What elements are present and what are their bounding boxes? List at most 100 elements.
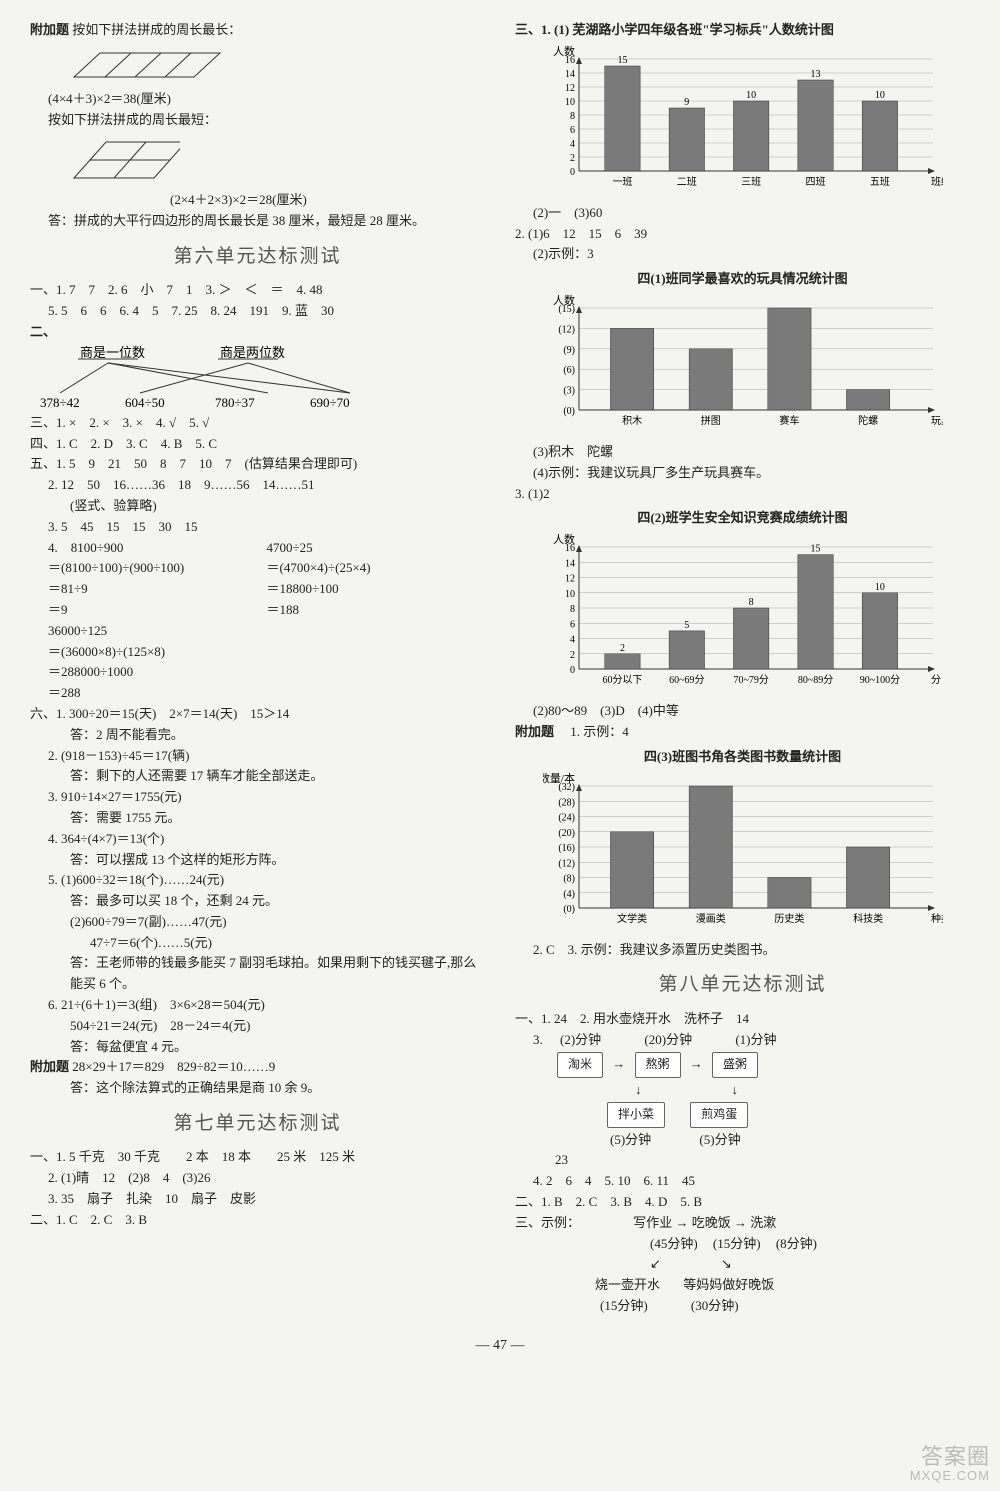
- svg-text:6: 6: [570, 125, 575, 136]
- svg-text:(32): (32): [558, 782, 575, 793]
- unit7-title: 第七单元达标测试: [30, 1109, 485, 1139]
- svg-text:5: 5: [684, 620, 689, 631]
- svg-text:三班: 三班: [741, 176, 761, 188]
- flow-row-bot: 拌小菜 煎鸡蛋: [565, 1100, 970, 1129]
- u6-5-4-r2: ＝18800÷100: [267, 579, 486, 600]
- svg-text:14: 14: [565, 69, 575, 80]
- svg-text:6: 6: [570, 619, 575, 630]
- page-number: — 47 —: [30, 1335, 970, 1357]
- u7-1c: 3. 35 扇子 扎染 10 扇子 皮影: [30, 1189, 485, 1210]
- extra-problem-block: 附加题 按如下拼法拼成的周长最长： (4×4＋3)×2＝38(厘米) 按如下拼法…: [30, 20, 485, 232]
- svg-text:4: 4: [570, 139, 575, 150]
- u6-sec2-label: 二、: [30, 324, 56, 339]
- extra-calc-1: (4×4＋3)×2＝38(厘米): [30, 89, 485, 110]
- u7-extra-1: 1. 示例：4: [570, 724, 629, 739]
- svg-text:(0): (0): [563, 406, 575, 417]
- u6-6-6c: 答：每盆便宜 4 元。: [30, 1037, 485, 1058]
- flow-box-0: 淘米: [557, 1052, 603, 1077]
- svg-text:四班: 四班: [806, 176, 826, 188]
- flow-bot-label-1: (5)分钟: [699, 1132, 740, 1147]
- u7-3-label: 三、1. (1) 芜湖路小学四年级各班"学习标兵"人数统计图: [515, 20, 970, 41]
- flow-bot-labels: (5)分钟 (5)分钟: [570, 1130, 970, 1151]
- flow-top-label-1: (20)分钟: [644, 1032, 692, 1047]
- svg-text:10: 10: [875, 582, 885, 593]
- flow2-top-1: 吃晚饭: [692, 1215, 731, 1230]
- svg-text:9: 9: [684, 97, 689, 108]
- flow2-bl-0: (15分钟): [600, 1298, 648, 1313]
- chart3-title: 四(2)班学生安全知识竞赛成绩统计图: [515, 508, 970, 529]
- chart3: 人数0246810121416260分以下560~69分870~79分1580~…: [543, 533, 970, 693]
- flow2-top-labels: (45分钟) (15分钟) (8分钟): [610, 1234, 970, 1255]
- svg-text:(12): (12): [558, 324, 575, 335]
- chart2: 人数(0)(3)(6)(9)(12)(15)积木拼图赛车陀螺玩具: [543, 294, 970, 434]
- u6-sec1-line2: 5. 5 6 6 6. 4 5 7. 25 8. 24 191 9. 蓝 30: [30, 301, 485, 322]
- u7-extra: 附加题 1. 示例：4: [515, 722, 970, 743]
- flow2-top-0: 写作业: [633, 1215, 672, 1230]
- chart1: 人数024681012141615一班9二班10三班13四班10五班班级: [543, 45, 970, 195]
- flow-row-top: 淘米 → 熬粥 → 盛粥: [515, 1050, 970, 1079]
- u6-sec5-3: 3. 5 45 15 15 30 15: [30, 517, 485, 538]
- unit6-title: 第六单元达标测试: [30, 242, 485, 272]
- svg-text:12: 12: [565, 574, 575, 585]
- u8-sec3: 三、示例： 写作业 → 吃晚饭 → 洗漱: [515, 1213, 970, 1234]
- u6-6-5c: (2)600÷79＝7(副)……47(元): [30, 912, 485, 933]
- svg-text:漫画类: 漫画类: [696, 912, 726, 925]
- svg-text:一班: 一班: [612, 176, 632, 188]
- u6-6-3a: 3. 910÷14×27＝1755(元): [30, 787, 485, 808]
- u7-3-q2c: (3)积木 陀螺: [515, 442, 970, 463]
- svg-text:690÷70: 690÷70: [310, 395, 350, 410]
- watermark-line2: MXQE.COM: [910, 1469, 990, 1483]
- u6-5-4-r3: ＝188: [267, 600, 486, 621]
- svg-text:班级: 班级: [931, 176, 943, 188]
- svg-text:14: 14: [565, 558, 575, 569]
- flow2-tl-2: (8分钟): [776, 1236, 817, 1251]
- svg-text:2: 2: [570, 153, 575, 164]
- u6-6-4b: 答：可以摆成 13 个这样的矩形方阵。: [30, 850, 485, 871]
- flow2-bot-0: 烧一壶开水: [595, 1277, 660, 1292]
- flow2-tl-0: (45分钟): [650, 1236, 698, 1251]
- u8-sec3-label: 三、示例：: [515, 1215, 580, 1230]
- u6-5-4-l1: ＝(8100÷100)÷(900÷100): [48, 558, 267, 579]
- u6-5-4-l2: ＝81÷9: [48, 579, 267, 600]
- svg-text:陀螺: 陀螺: [858, 414, 878, 427]
- svg-text:历史类: 历史类: [774, 912, 804, 925]
- flow2-tl-1: (15分钟): [713, 1236, 761, 1251]
- u6-sec5-1: 五、1. 5 9 21 50 8 7 10 7 (估算结果合理即可): [30, 454, 485, 475]
- svg-text:10: 10: [565, 589, 575, 600]
- u6-extra: 附加题 28×29＋17＝829 829÷82＝10……9: [30, 1057, 485, 1078]
- u6-6-1b: 答：2 周不能看完。: [30, 725, 485, 746]
- flow-top-label-2: (1)分钟: [735, 1032, 776, 1047]
- svg-text:60~69分: 60~69分: [669, 674, 704, 686]
- svg-text:10: 10: [746, 90, 756, 101]
- u6-5-4b: 4700÷25: [267, 538, 486, 559]
- u6-sec5-4-row: 4. 8100÷900 ＝(8100÷100)÷(900÷100) ＝81÷9 …: [30, 538, 485, 704]
- chart2-title: 四(1)班同学最喜欢的玩具情况统计图: [515, 269, 970, 290]
- svg-text:(15): (15): [558, 304, 575, 315]
- u7-1b: 2. (1)晴 12 (2)8 4 (3)26: [30, 1168, 485, 1189]
- u6-5-4c1: ＝(36000×8)÷(125×8): [48, 642, 267, 663]
- svg-text:16: 16: [565, 55, 575, 66]
- svg-text:科技类: 科技类: [853, 912, 883, 925]
- flow2-bot: 烧一壶开水 等妈妈做好晚饭: [555, 1275, 970, 1296]
- u6-6-4a: 4. 364÷(4×7)＝13(个): [30, 829, 485, 850]
- flow2-bl-1: (30分钟): [691, 1298, 739, 1313]
- u6-5-4a: 4. 8100÷900: [48, 538, 267, 559]
- u6-6-2b: 答：剩下的人还需要 17 辆车才能全部送走。: [30, 766, 485, 787]
- svg-text:0: 0: [570, 167, 575, 178]
- svg-text:2: 2: [620, 643, 625, 654]
- u6-6-5b: 答：最多可以买 18 个，还剩 24 元。: [30, 891, 485, 912]
- u6-extra-a: 28×29＋17＝829 829÷82＝10……9: [72, 1059, 275, 1074]
- svg-text:赛车: 赛车: [779, 414, 799, 427]
- u6-6-2a: 2. (918－153)÷45＝17(辆): [30, 746, 485, 767]
- u7-extra-2: 2. C 3. 示例：我建议多添置历史类图书。: [515, 940, 970, 961]
- u6-sec3: 三、1. × 2. × 3. × 4. √ 5. √: [30, 413, 485, 434]
- u8-3-ans: 23: [515, 1150, 970, 1171]
- svg-text:8: 8: [570, 111, 575, 122]
- u6-6-5e: 答：王老师带的钱最多能买 7 副羽毛球拍。如果用剩下的钱买毽子,那么能买 6 个…: [30, 953, 485, 995]
- svg-text:拼图: 拼图: [701, 414, 721, 427]
- u6-sec4: 四、1. C 2. D 3. C 4. B 5. C: [30, 434, 485, 455]
- extra-text-1: 按如下拼法拼成的周长最长：: [72, 22, 241, 37]
- svg-text:二班: 二班: [677, 176, 697, 188]
- u8-4: 4. 2 6 4 5. 10 6. 11 45: [515, 1171, 970, 1192]
- quotient-1digit: 商是一位数: [80, 345, 145, 360]
